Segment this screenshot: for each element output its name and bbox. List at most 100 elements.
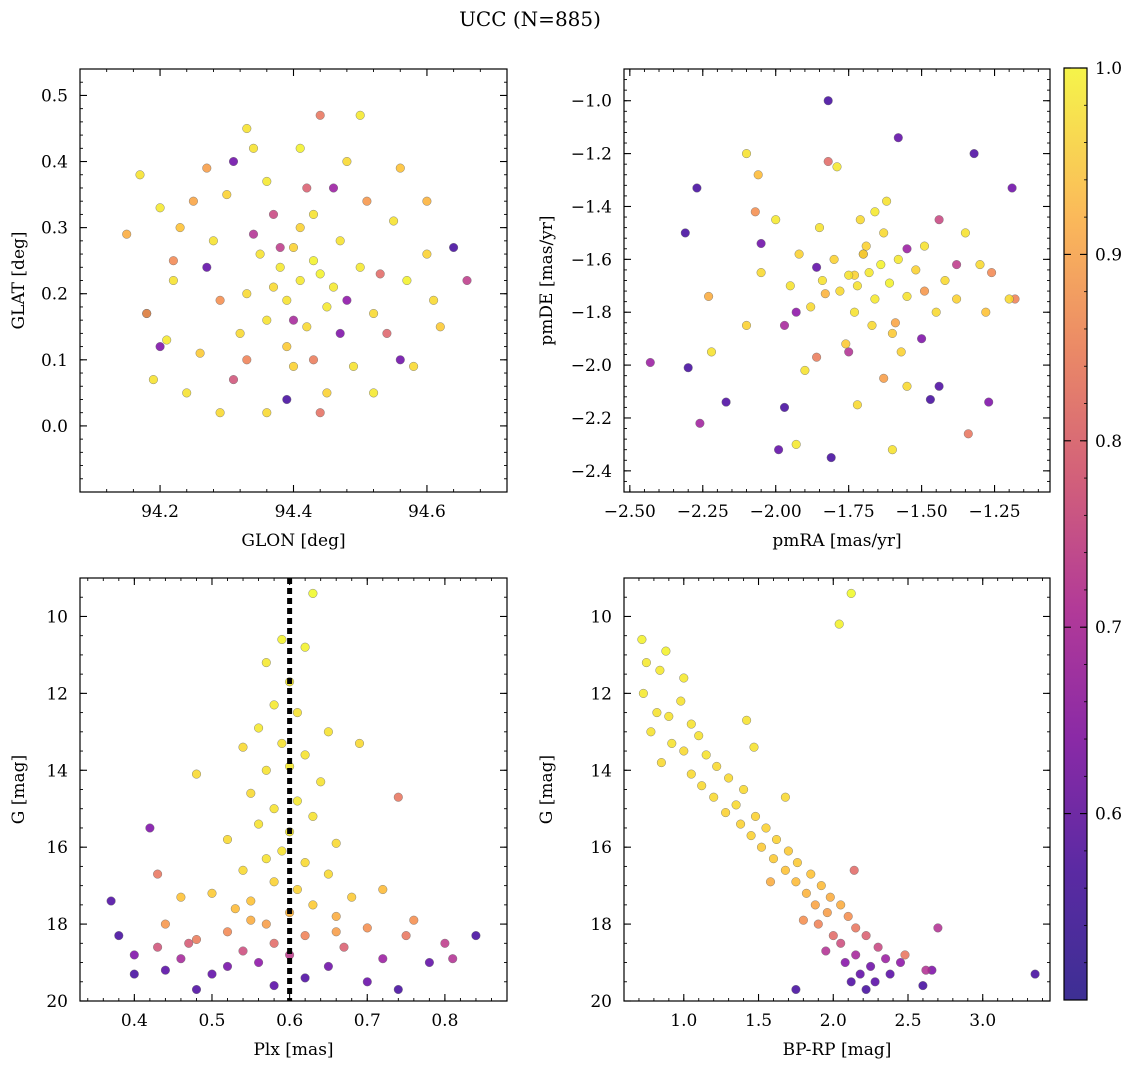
data-point — [195, 348, 205, 358]
data-point — [893, 254, 903, 264]
data-point — [931, 307, 941, 317]
data-point — [761, 823, 771, 833]
data-point — [751, 811, 761, 821]
data-point — [153, 942, 163, 952]
data-point — [230, 904, 240, 914]
data-point — [448, 954, 458, 964]
data-point — [825, 892, 835, 902]
y-tick-label: 14 — [590, 761, 612, 781]
data-point — [902, 291, 912, 301]
data-point — [375, 269, 385, 279]
data-point — [704, 291, 714, 301]
data-point — [355, 738, 365, 748]
data-point — [896, 347, 906, 357]
data-point — [222, 927, 232, 937]
data-point — [873, 942, 883, 952]
data-point — [242, 355, 252, 365]
data-point — [861, 985, 871, 995]
y-tick-label: −1.6 — [571, 250, 612, 270]
data-point — [309, 355, 319, 365]
data-point — [175, 223, 185, 233]
data-point — [395, 163, 405, 173]
data-point — [817, 276, 827, 286]
data-point — [369, 309, 379, 319]
y-tick-label: 16 — [46, 838, 68, 858]
y-tick-label: −1.8 — [571, 303, 612, 323]
data-point — [188, 196, 198, 206]
data-point — [295, 223, 305, 233]
y-tick-label: 16 — [590, 838, 612, 858]
data-point — [843, 911, 853, 921]
x-tick-label: −1.75 — [823, 502, 875, 522]
data-point — [791, 877, 801, 887]
data-point — [184, 938, 194, 948]
data-point — [339, 942, 349, 952]
y-tick-label: 0.4 — [41, 153, 68, 173]
data-point — [378, 954, 388, 964]
data-point — [828, 931, 838, 941]
data-point — [162, 335, 172, 345]
data-point — [801, 888, 811, 898]
data-point — [342, 295, 352, 305]
data-point — [207, 969, 217, 979]
data-point — [656, 758, 666, 768]
data-point — [791, 307, 801, 317]
data-point — [347, 892, 357, 902]
data-point — [135, 170, 145, 180]
data-point — [378, 885, 388, 895]
data-point — [707, 347, 717, 357]
data-point — [295, 276, 305, 286]
data-point — [766, 877, 776, 887]
data-point — [300, 931, 310, 941]
y-tick-label: 12 — [46, 684, 68, 704]
data-point — [852, 281, 862, 291]
data-point — [449, 242, 459, 252]
data-point — [238, 742, 248, 752]
x-tick-label: 0.5 — [198, 1011, 225, 1031]
x-tick-label: 0.8 — [431, 1011, 458, 1031]
data-point — [355, 110, 365, 120]
y-tick-label: 18 — [590, 915, 612, 935]
data-point — [749, 742, 759, 752]
data-point — [900, 950, 910, 960]
data-point — [771, 215, 781, 225]
data-point — [302, 183, 312, 193]
data-point — [780, 865, 790, 875]
data-point — [300, 858, 310, 868]
data-point — [329, 183, 339, 193]
data-point — [641, 658, 651, 668]
data-point — [844, 347, 854, 357]
data-point — [246, 915, 256, 925]
data-point — [393, 792, 403, 802]
data-point — [440, 938, 450, 948]
data-point — [920, 241, 930, 251]
data-point — [246, 896, 256, 906]
data-point — [282, 295, 292, 305]
colorbar-tick-label: 0.7 — [1095, 618, 1122, 638]
data-point — [780, 792, 790, 802]
data-point — [362, 923, 372, 933]
data-point — [902, 381, 912, 391]
data-point — [462, 276, 472, 286]
data-point — [269, 700, 279, 710]
data-point — [858, 249, 868, 259]
data-point — [934, 381, 944, 391]
data-point — [697, 781, 707, 791]
data-point — [646, 727, 656, 737]
data-point — [309, 209, 319, 219]
data-point — [774, 445, 784, 455]
data-point — [695, 418, 705, 428]
axes-frame — [79, 68, 508, 493]
data-point — [402, 276, 412, 286]
data-point — [683, 363, 693, 373]
data-point — [984, 397, 994, 407]
x-axis-label: BP-RP [mag] — [783, 1040, 892, 1060]
points-group — [645, 96, 1020, 463]
data-point — [315, 408, 325, 418]
x-tick-label: 94.4 — [275, 502, 313, 522]
data-point — [129, 950, 139, 960]
x-axis-label: GLON [deg] — [241, 531, 345, 551]
data-point — [202, 262, 212, 272]
y-tick-label: 18 — [46, 915, 68, 935]
points-group — [106, 588, 481, 995]
